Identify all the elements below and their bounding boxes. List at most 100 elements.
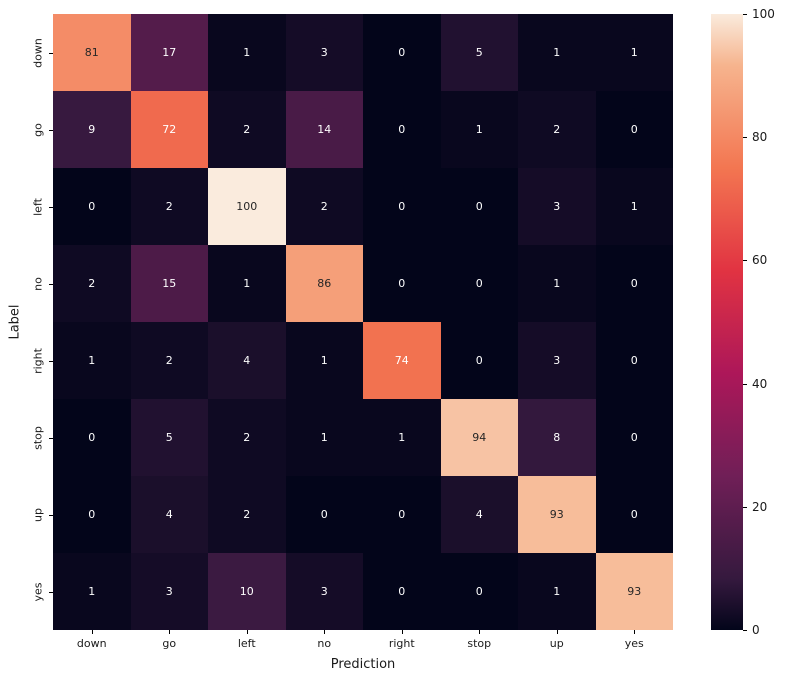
cell-annotation: 0 [398,200,406,213]
cell-annotation: 1 [320,431,328,444]
heatmap-cell-right-left: 4 [208,322,286,399]
cell-annotation: 0 [398,585,406,598]
y-tick-mark [49,360,53,362]
cell-annotation: 5 [475,46,483,59]
cell-annotation: 1 [88,354,96,367]
heatmap-cell-go-no: 14 [285,91,363,168]
colorbar-tick-label-60: 60 [752,253,768,268]
y-tick-label-stop: stop [31,425,45,450]
heatmap-cell-go-left: 2 [208,91,286,168]
heatmap-cell-right-up: 3 [518,322,596,399]
heatmap-cell-up-no: 0 [285,476,363,553]
y-tick-label-up: up [31,507,45,522]
heatmap-cell-stop-yes: 0 [595,399,673,476]
heatmap-cell-up-go: 4 [130,476,208,553]
colorbar-tick-mark [743,137,747,139]
heatmap-cell-no-up: 1 [518,245,596,322]
cell-annotation: 0 [475,354,483,367]
y-tick-label-go: go [31,122,45,137]
heatmap-cell-no-right: 0 [363,245,441,322]
heatmap-cell-right-down: 1 [53,322,131,399]
heatmap-cell-stop-right: 1 [363,399,441,476]
y-tick-label-left: left [31,197,45,216]
cell-annotation: 1 [243,277,251,290]
colorbar-tick-label-20: 20 [752,499,768,514]
cell-annotation: 0 [475,200,483,213]
heatmap-cell-left-stop: 0 [440,168,518,245]
x-tick-label-go: go [162,637,177,650]
heatmap-cell-left-yes: 1 [595,168,673,245]
cell-annotation: 17 [162,46,177,59]
cell-annotation: 1 [88,585,96,598]
heatmap-cell-go-yes: 0 [595,91,673,168]
heatmap-cell-stop-no: 1 [285,399,363,476]
cell-annotation: 2 [553,123,561,136]
heatmap-cell-right-no: 1 [285,322,363,399]
heatmap-cell-left-down: 0 [53,168,131,245]
cell-annotation: 74 [394,354,409,367]
y-tick-label-down: down [31,37,45,68]
colorbar-tick-mark [743,630,747,631]
cell-annotation: 0 [630,508,638,521]
cell-annotation: 14 [317,123,332,136]
cell-annotation: 0 [398,123,406,136]
heatmap-cell-right-go: 2 [130,322,208,399]
y-tick-mark [49,591,53,593]
heatmap-cell-down-right: 0 [363,14,441,91]
cell-annotation: 8 [553,431,561,444]
x-tick-label-down: down [76,637,107,650]
cell-annotation: 3 [165,585,173,598]
heatmap-cell-stop-left: 2 [208,399,286,476]
cell-annotation: 0 [475,277,483,290]
heatmap-cell-up-right: 0 [363,476,441,553]
x-tick-mark [169,630,171,634]
cell-annotation: 2 [243,123,251,136]
cell-annotation: 3 [553,200,561,213]
heatmap-cell-left-no: 2 [285,168,363,245]
cell-annotation: 9 [88,123,96,136]
cell-annotation: 1 [553,277,561,290]
heatmap-cell-go-go: 72 [130,91,208,168]
cell-annotation: 2 [243,431,251,444]
cell-annotation: 0 [398,277,406,290]
heatmap-cell-no-no: 86 [285,245,363,322]
cell-annotation: 100 [236,200,258,213]
cell-annotation: 0 [475,585,483,598]
heatmap-cell-stop-down: 0 [53,399,131,476]
heatmap-cell-no-stop: 0 [440,245,518,322]
heatmap-cell-yes-yes: 93 [595,553,673,630]
cell-annotation: 4 [165,508,173,521]
y-tick-mark [49,206,53,208]
heatmap-cell-right-right: 74 [363,322,441,399]
cell-annotation: 81 [84,46,99,59]
x-axis-label: Prediction [330,657,396,672]
cell-annotation: 2 [165,354,173,367]
y-tick-label-no: no [31,276,45,291]
colorbar-tick-mark [743,383,747,385]
y-tick-label-yes: yes [31,581,45,602]
colorbar-tick-mark [743,14,747,15]
heatmap-cell-left-right: 0 [363,168,441,245]
heatmap-cell-yes-left: 10 [208,553,286,630]
cell-annotation: 72 [162,123,177,136]
x-tick-mark [556,630,558,634]
heatmap-cell-right-yes: 0 [595,322,673,399]
colorbar-tick-mark [743,260,747,262]
cell-annotation: 4 [475,508,483,521]
x-tick-label-yes: yes [624,637,644,650]
cell-annotation: 1 [553,585,561,598]
y-tick-mark [49,283,53,285]
x-tick-label-right: right [388,637,415,650]
cell-annotation: 2 [165,200,173,213]
heatmap-cell-down-go: 17 [130,14,208,91]
cell-annotation: 5 [165,431,173,444]
heatmap-cell-up-up: 93 [518,476,596,553]
colorbar-tick-label-100: 100 [752,7,775,21]
cell-annotation: 2 [320,200,328,213]
x-tick-mark [246,630,248,634]
y-axis-label: Label [7,304,23,340]
cell-annotation: 94 [472,431,487,444]
heatmap-cell-stop-stop: 94 [440,399,518,476]
heatmap-cell-go-stop: 1 [440,91,518,168]
